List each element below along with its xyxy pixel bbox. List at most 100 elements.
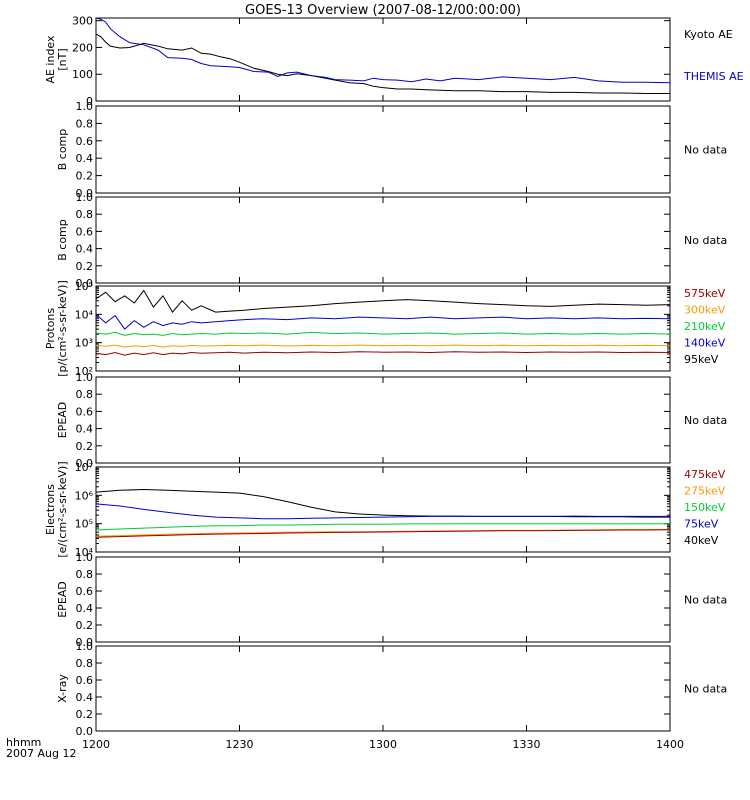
legend-entry: 95keV xyxy=(684,353,719,366)
panel-epead2: 0.0 0.2 0.4 0.6 0.8 1.0 EPEAD No data xyxy=(56,551,727,649)
y-tick-label: 10⁵ xyxy=(75,280,93,293)
y-axis-label: Electrons xyxy=(44,484,57,535)
series-line-210kev xyxy=(95,331,671,336)
y-tick-label: 300 xyxy=(72,15,93,28)
y-axis-label: AE index xyxy=(44,35,57,84)
y-tick-label: 10⁵ xyxy=(75,518,93,531)
panel-bcomp1: 0.0 0.2 0.4 0.6 0.8 1.0 B comp No data xyxy=(56,100,727,200)
y-tick-label: 0.4 xyxy=(76,602,94,615)
y-tick-label: 0.6 xyxy=(76,135,94,148)
y-axis-label: B comp xyxy=(56,219,69,261)
legend-entry: 210keV xyxy=(684,320,726,333)
no-data-label: No data xyxy=(684,414,727,427)
plot-frame xyxy=(95,105,671,194)
y-tick-label: 0.4 xyxy=(76,152,94,165)
x-tick-label: 1200 xyxy=(82,738,110,751)
y-tick-label: 0.2 xyxy=(76,170,94,183)
y-tick-label: 0.4 xyxy=(76,691,94,704)
y-tick-label: 0.2 xyxy=(76,260,94,273)
no-data-label: No data xyxy=(684,144,727,157)
plot-frame xyxy=(95,196,671,284)
x-tick-label: 1230 xyxy=(226,738,254,751)
y-tick-label: 10⁶ xyxy=(75,489,94,502)
no-data-label: No data xyxy=(684,234,727,247)
panel-protons: 10² 10³ 10⁴ 10⁵ Protons [p/(cm²-s-sr-keV)] 95k… xyxy=(44,280,726,378)
panel-electrons: 10⁴ 10⁵ 10⁶ 10⁷ Electrons [e/(cm²-s-sr-keV)] 4… xyxy=(44,461,726,559)
no-data-label: No data xyxy=(684,594,727,607)
y-tick-label: 0.0 xyxy=(76,725,94,738)
series-line-575kev xyxy=(95,351,671,356)
y-tick-label: 0.6 xyxy=(76,225,94,238)
series-line-kyoto-ae xyxy=(95,33,670,94)
y-tick-label: 10⁴ xyxy=(75,308,94,321)
y-tick-label: 0.2 xyxy=(76,708,94,721)
y-tick-label: 10⁴ xyxy=(75,546,94,559)
series-line-40kev xyxy=(95,488,670,518)
series-line-475kev xyxy=(95,529,671,538)
y-tick-label: 0 xyxy=(86,95,93,108)
y-tick-label: 1.0 xyxy=(76,551,94,564)
plot-frame xyxy=(95,376,671,464)
legend-entry: THEMIS AE xyxy=(683,70,744,83)
x-tick-label: 1330 xyxy=(513,738,541,751)
legend-entry: 300keV xyxy=(684,304,726,317)
series-line-140kev xyxy=(95,313,671,330)
y-tick-label: 0.8 xyxy=(76,208,94,221)
plot-frame xyxy=(95,17,671,102)
y-tick-label: 0.2 xyxy=(76,619,94,632)
y-tick-label: 0.8 xyxy=(76,388,94,401)
series-line-75kev xyxy=(95,503,670,520)
y-tick-label: 0.6 xyxy=(76,405,94,418)
legend-entry: 40keV xyxy=(684,534,719,547)
y-axis-label: [e/(cm²-s-sr-keV)] xyxy=(56,461,69,557)
x-axis-label: hhmm xyxy=(6,736,41,749)
y-tick-label: 1.0 xyxy=(76,640,94,653)
plot-frame xyxy=(95,285,671,372)
y-tick-label: 0.6 xyxy=(76,674,94,687)
x-axis-label: 2007 Aug 12 xyxy=(6,747,76,760)
y-tick-label: 0.2 xyxy=(76,440,94,453)
y-tick-label: 1.0 xyxy=(76,371,94,384)
y-axis-label: EPEAD xyxy=(56,581,69,618)
y-axis-label: [p/(cm²-s-sr-keV)] xyxy=(56,280,69,377)
y-tick-label: 100 xyxy=(72,68,93,81)
y-tick-label: 200 xyxy=(72,41,93,54)
y-tick-label: 0.6 xyxy=(76,585,94,598)
y-tick-label: 0.4 xyxy=(76,243,94,256)
x-tick-label: 1300 xyxy=(369,738,397,751)
plot-frame xyxy=(95,645,671,732)
legend-entry: 140keV xyxy=(684,337,726,350)
y-tick-label: 10⁷ xyxy=(75,461,93,474)
legend-entry: 75keV xyxy=(684,518,719,531)
legend-entry: 475keV xyxy=(684,468,726,481)
y-tick-label: 0.8 xyxy=(76,117,94,130)
panel-epead1: 0.0 0.2 0.4 0.6 0.8 1.0 EPEAD No data xyxy=(56,371,727,470)
series-line-95kev xyxy=(95,289,671,313)
no-data-label: No data xyxy=(684,683,727,696)
plot-frame xyxy=(95,556,671,643)
series-line-150kev xyxy=(95,523,670,531)
y-tick-label: 0.0 xyxy=(76,636,94,649)
legend-entry: 575keV xyxy=(684,287,726,300)
y-tick-label: 10² xyxy=(75,365,93,378)
y-tick-label: 0.0 xyxy=(76,277,94,290)
plot-frame xyxy=(95,466,671,553)
legend-entry: 150keV xyxy=(684,501,726,514)
panel-bcomp2: 0.0 0.2 0.4 0.6 0.8 1.0 B comp No data xyxy=(56,191,727,290)
panel-xray: 0.0 0.2 0.4 0.6 0.8 1.0 X-ray No data xyxy=(56,640,727,738)
y-tick-label: 0.8 xyxy=(76,568,94,581)
y-axis-label: EPEAD xyxy=(56,402,69,439)
panel-ae: 0 100 200 300 AE index [nT] Kyoto AE THEMIS AE xyxy=(44,15,744,108)
y-tick-label: 10³ xyxy=(75,337,93,350)
legend-entry: Kyoto AE xyxy=(684,28,733,41)
y-axis-label: B comp xyxy=(56,129,69,171)
y-tick-label: 0.8 xyxy=(76,657,94,670)
figure-title: GOES-13 Overview (2007-08-12/00:00:00) xyxy=(245,3,521,18)
y-tick-label: 0.4 xyxy=(76,423,94,436)
series-line-300kev xyxy=(95,344,671,348)
series-line-themis-ae xyxy=(95,17,671,84)
y-axis-label: Protons xyxy=(44,308,57,349)
y-tick-label: 0.0 xyxy=(76,457,94,470)
x-tick-label: 1400 xyxy=(656,738,684,751)
